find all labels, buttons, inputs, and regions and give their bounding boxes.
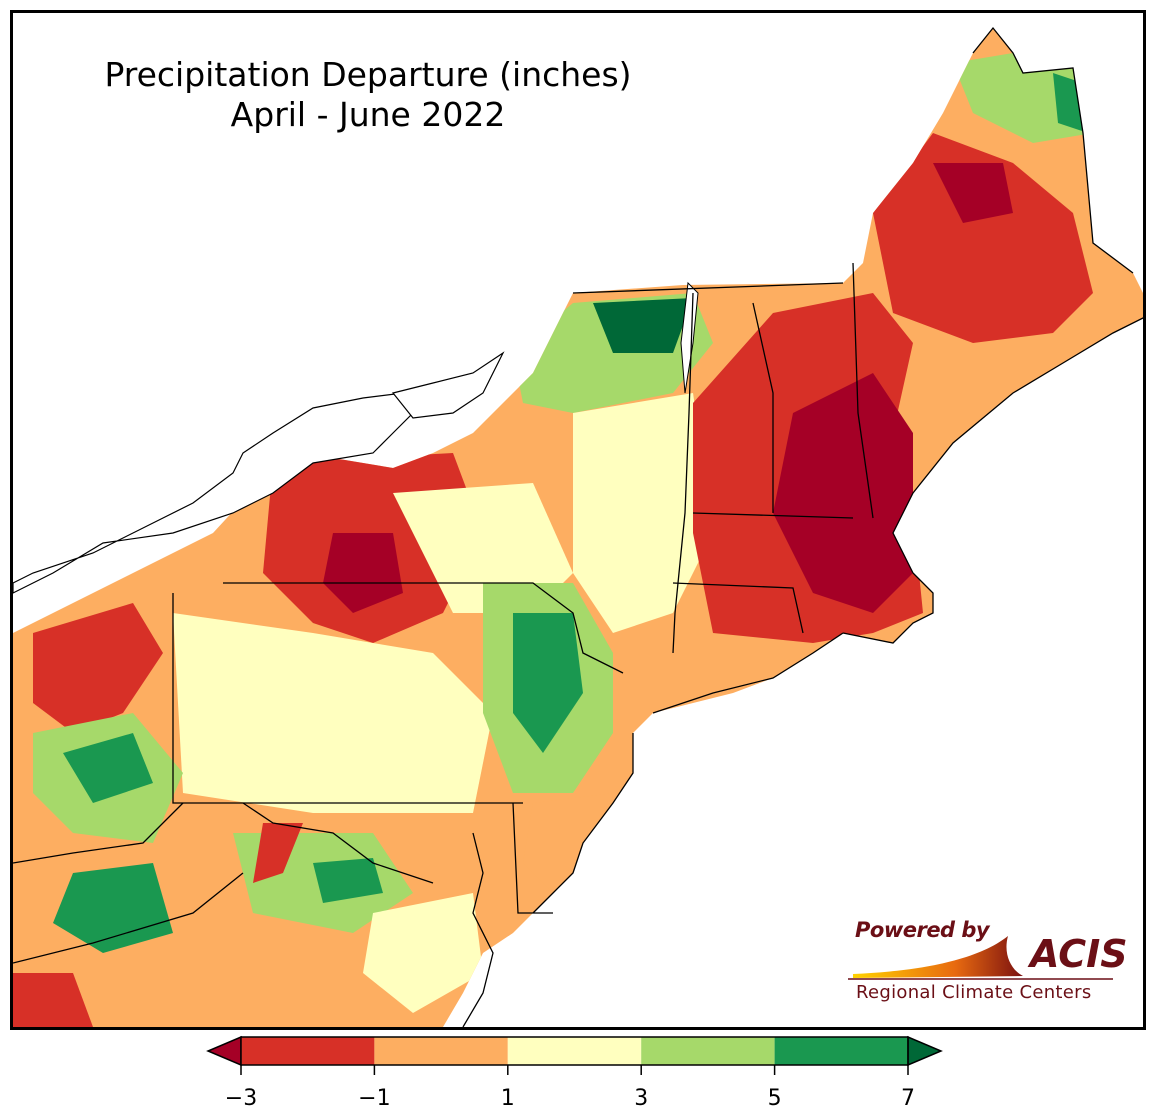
colorbar-segment [641,1037,775,1065]
great-lakes [13,281,699,594]
map-title: Precipitation Departure (inches) April -… [53,55,683,135]
colorbar-tick-label: 5 [767,1086,782,1111]
map-panel: Precipitation Departure (inches) April -… [10,10,1146,1030]
colorbar-tick-label: 3 [634,1086,649,1111]
colorbar-segment [241,1037,375,1065]
colorbar-segment [507,1037,642,1065]
colorbar-outline [240,1036,909,1066]
colorbar-tick-label: 7 [901,1086,915,1111]
colorbar-arrow-high [907,1035,943,1067]
powered-by-text: Powered by [855,918,990,942]
state-borders [13,26,1143,1027]
colorbar-tick-label: 1 [500,1086,515,1111]
colorbar-arrow-low [206,1035,242,1067]
swoosh-icon [848,936,1113,980]
title-line-1: Precipitation Departure (inches) [104,55,632,94]
colorbar-segment [774,1037,908,1065]
colorbar-segment [374,1037,508,1065]
colorbar-tick-label: −1 [358,1086,391,1111]
precipitation-map [13,26,1143,1027]
colorbar-tick-label: −3 [224,1086,258,1111]
colorbar-swatches [206,1035,943,1075]
acis-subtitle: Regional Climate Centers [856,982,1092,1003]
colorbar-legend: −3 −1 1 3 5 7 [200,1034,960,1114]
acis-logo: Powered by ACIS Regional Climate Centers [843,916,1133,1016]
title-line-2: April - June 2022 [230,95,506,134]
acis-name: ACIS [1030,932,1128,976]
